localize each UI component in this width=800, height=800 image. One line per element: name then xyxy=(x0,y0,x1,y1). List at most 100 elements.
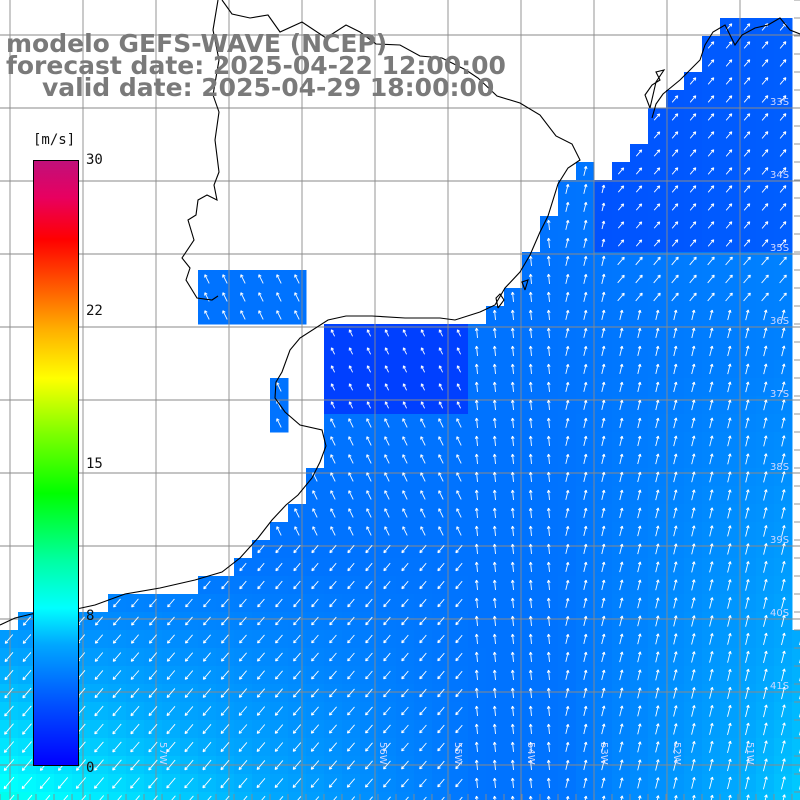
wind-vector-arrow xyxy=(671,131,679,139)
wind-vector-arrow xyxy=(691,633,696,645)
wind-vector-arrow xyxy=(689,131,697,139)
wind-vector-arrow xyxy=(420,454,426,464)
wind-vector-arrow xyxy=(745,650,750,663)
wind-vector-arrow xyxy=(347,544,355,554)
wind-vector-arrow xyxy=(328,760,338,770)
wind-vector-arrow xyxy=(256,652,265,662)
wind-vector-arrow xyxy=(565,183,570,194)
wind-vector-arrow xyxy=(673,309,678,321)
wind-vector-arrow xyxy=(438,365,444,373)
wind-vector-arrow xyxy=(601,741,606,753)
wind-vector-arrow xyxy=(743,41,751,49)
wind-vector-arrow xyxy=(763,543,768,555)
wind-vector-arrow xyxy=(347,652,355,662)
wind-vector-arrow xyxy=(276,418,282,428)
wind-vector-arrow xyxy=(655,309,660,321)
wind-vector-arrow xyxy=(4,723,14,735)
wind-vector-arrow xyxy=(401,670,409,680)
wind-vector-arrow xyxy=(528,579,533,590)
wind-vector-arrow xyxy=(402,508,408,518)
wind-vector-arrow xyxy=(709,399,714,411)
wind-vector-arrow xyxy=(4,687,14,699)
wind-vector-arrow xyxy=(546,381,551,392)
wind-vector-arrow xyxy=(689,221,697,229)
wind-vector-arrow xyxy=(148,688,158,699)
wind-vector-arrow xyxy=(637,381,642,393)
wind-speed-cell xyxy=(144,792,163,800)
wind-vector-arrow xyxy=(689,239,697,247)
wind-vector-arrow xyxy=(546,435,551,446)
wind-vector-arrow xyxy=(112,777,122,789)
wind-vector-arrow xyxy=(546,309,551,320)
wind-vector-arrow xyxy=(727,525,732,537)
wind-vector-arrow xyxy=(763,471,768,483)
wind-vector-arrow xyxy=(691,453,696,465)
wind-vector-arrow xyxy=(637,345,642,357)
wind-vector-arrow xyxy=(565,507,570,518)
wind-vector-arrow xyxy=(366,365,372,373)
colorbar-tick-30: 30 xyxy=(86,152,103,168)
wind-vector-arrow xyxy=(583,741,588,753)
wind-vector-arrow xyxy=(366,401,372,409)
wind-vector-arrow xyxy=(419,598,427,608)
wind-vector-arrow xyxy=(39,777,51,790)
wind-vector-arrow xyxy=(655,525,660,537)
wind-speed-cell xyxy=(108,792,127,800)
wind-vector-arrow xyxy=(510,723,515,734)
wind-vector-arrow xyxy=(727,363,732,375)
wind-vector-arrow xyxy=(329,598,337,608)
wind-vector-arrow xyxy=(691,651,696,663)
wind-speed-cell xyxy=(36,792,55,800)
wind-vector-arrow xyxy=(707,239,715,247)
wind-vector-arrow xyxy=(384,490,390,500)
wind-vector-arrow xyxy=(455,634,463,644)
wind-vector-arrow xyxy=(619,399,624,411)
wind-vector-arrow xyxy=(474,453,479,464)
wind-vector-arrow xyxy=(348,508,354,518)
wind-vector-arrow xyxy=(619,453,624,465)
wind-vector-arrow xyxy=(94,723,104,735)
wind-vector-arrow xyxy=(239,580,247,590)
wind-vector-arrow xyxy=(455,670,463,680)
wind-vector-arrow xyxy=(528,525,533,536)
wind-vector-arrow xyxy=(725,77,733,85)
wind-vector-arrow xyxy=(673,705,678,717)
wind-vector-arrow xyxy=(528,777,533,788)
wind-vector-arrow xyxy=(293,634,301,644)
wind-vector-arrow xyxy=(763,650,768,664)
wind-vector-arrow xyxy=(692,794,696,800)
wind-speed-cell xyxy=(792,630,800,649)
wind-vector-arrow xyxy=(617,292,625,302)
wind-vector-arrow xyxy=(691,740,696,753)
wind-vector-arrow xyxy=(402,401,408,409)
wind-vector-arrow xyxy=(365,598,373,608)
wind-vector-arrow xyxy=(401,724,409,734)
wind-vector-arrow xyxy=(384,508,390,518)
wind-vector-arrow xyxy=(202,777,212,789)
wind-vector-arrow xyxy=(655,489,660,501)
wind-vector-arrow xyxy=(455,652,463,662)
wind-vector-arrow xyxy=(727,668,732,681)
wind-vector-arrow xyxy=(655,759,660,771)
wind-speed-cell xyxy=(18,792,37,800)
wind-vector-arrow xyxy=(455,544,463,554)
wind-vector-arrow xyxy=(709,579,714,591)
wind-vector-arrow xyxy=(148,759,158,771)
wind-vector-arrow xyxy=(528,543,533,554)
wind-speed-field xyxy=(0,18,800,800)
wind-vector-arrow xyxy=(27,794,33,800)
wind-vector-arrow xyxy=(619,327,624,339)
wind-vector-arrow xyxy=(691,776,696,789)
longitude-label: 52W xyxy=(671,742,682,765)
wind-vector-arrow xyxy=(673,399,678,411)
wind-vector-arrow xyxy=(238,688,248,698)
wind-vector-arrow xyxy=(565,201,570,212)
wind-vector-arrow xyxy=(745,632,750,645)
wind-vector-arrow xyxy=(330,472,336,482)
wind-vector-arrow xyxy=(601,597,606,609)
wind-vector-arrow xyxy=(384,472,390,482)
wind-speed-cell xyxy=(522,792,541,800)
wind-vector-arrow xyxy=(763,345,768,357)
title-forecast-date: forecast date: 2025-04-22 12:00:00 xyxy=(6,51,506,80)
wind-speed-cell xyxy=(162,792,181,800)
